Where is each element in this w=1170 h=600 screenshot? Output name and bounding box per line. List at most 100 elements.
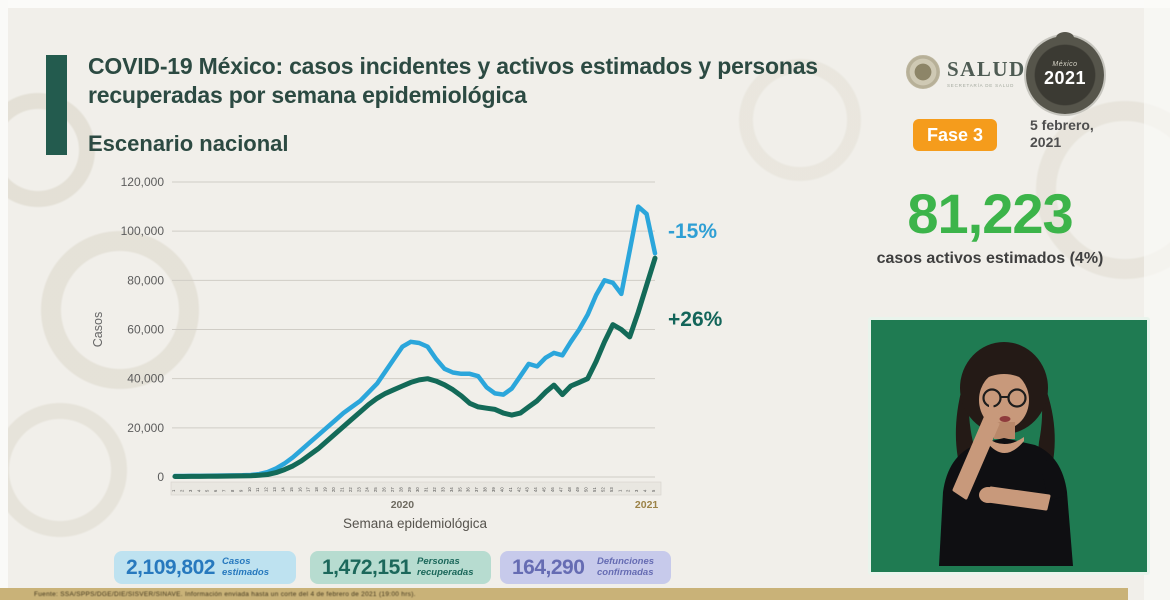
svg-text:60,000: 60,000: [127, 323, 164, 337]
svg-text:10: 10: [247, 487, 252, 492]
date-label: 5 febrero, 2021: [1030, 117, 1094, 151]
date-line1: 5 febrero,: [1030, 117, 1094, 133]
svg-text:0: 0: [157, 470, 164, 484]
svg-text:40,000: 40,000: [127, 372, 164, 386]
svg-text:6: 6: [213, 489, 218, 492]
active-cases-highlight: 81,223 casos activos estimados (4%): [820, 186, 1160, 268]
stat-value: 1,472,151: [322, 555, 411, 579]
svg-text:49: 49: [575, 487, 580, 492]
svg-text:28: 28: [398, 487, 403, 492]
svg-text:25: 25: [373, 487, 378, 492]
svg-text:38: 38: [483, 487, 488, 492]
svg-text:52: 52: [600, 487, 605, 492]
svg-text:24: 24: [365, 487, 370, 492]
title-accent-bar: [46, 55, 67, 155]
svg-text:29: 29: [407, 487, 412, 492]
svg-text:17: 17: [306, 487, 311, 492]
svg-text:40: 40: [499, 487, 504, 492]
svg-text:13: 13: [272, 487, 277, 492]
svg-text:53: 53: [609, 487, 614, 492]
mexico-2021-logo-icon: México 2021: [1026, 32, 1104, 114]
logo-year-text: 2021: [1043, 68, 1087, 88]
svg-text:14: 14: [280, 487, 285, 492]
svg-text:41: 41: [508, 487, 513, 492]
page-subtitle: Escenario nacional: [88, 131, 289, 156]
svg-text:2020: 2020: [391, 499, 415, 511]
svg-text:16: 16: [297, 487, 302, 492]
salud-logo: SALUD SECRETARÍA DE SALUD: [906, 55, 1026, 89]
interpreter-figure: [871, 320, 1141, 566]
svg-text:7: 7: [222, 489, 227, 492]
stat-pill-casos-estimados: 2,109,802 Casos estimados: [114, 551, 296, 584]
svg-text:37: 37: [474, 487, 479, 492]
svg-text:50: 50: [584, 487, 589, 492]
svg-text:30: 30: [415, 487, 420, 492]
svg-text:2021: 2021: [635, 499, 659, 511]
svg-text:1: 1: [617, 489, 622, 492]
svg-text:34: 34: [449, 487, 454, 492]
svg-text:9: 9: [238, 489, 243, 492]
svg-text:18: 18: [314, 487, 319, 492]
stat-label: Personas recuperadas: [417, 556, 474, 578]
svg-text:36: 36: [466, 487, 471, 492]
svg-text:20,000: 20,000: [127, 421, 164, 435]
svg-text:48: 48: [567, 487, 572, 492]
svg-text:5: 5: [205, 489, 210, 492]
svg-text:4: 4: [643, 489, 648, 492]
epidemiological-week-chart: 0 20,000 40,000 60,000 80,000 100,000 120,000 1…: [91, 175, 662, 531]
svg-text:20: 20: [331, 487, 336, 492]
svg-text:2: 2: [626, 489, 631, 492]
salud-logo-text: SALUD: [947, 56, 1026, 81]
svg-text:45: 45: [542, 487, 547, 492]
svg-text:11: 11: [255, 487, 260, 492]
svg-text:12: 12: [264, 487, 269, 492]
salud-logo-subtext: SECRETARÍA DE SALUD: [947, 82, 1015, 88]
svg-text:39: 39: [491, 487, 496, 492]
svg-text:47: 47: [558, 487, 563, 492]
svg-text:Semana epidemiológica: Semana epidemiológica: [343, 516, 488, 531]
svg-text:3: 3: [188, 489, 193, 492]
svg-text:2: 2: [179, 489, 184, 492]
svg-text:26: 26: [382, 487, 387, 492]
svg-text:Casos: Casos: [91, 312, 105, 347]
svg-text:23: 23: [356, 487, 361, 492]
phase-badge: Fase 3: [913, 119, 997, 151]
ouroboros-ring-icon: [1056, 32, 1074, 44]
active-cases-value: 81,223: [907, 182, 1073, 245]
svg-text:15: 15: [289, 487, 294, 492]
svg-text:35: 35: [457, 487, 462, 492]
svg-text:32: 32: [432, 487, 437, 492]
svg-text:120,000: 120,000: [121, 175, 165, 189]
svg-text:44: 44: [533, 487, 538, 492]
stat-label: Casos estimados: [222, 556, 269, 578]
svg-text:51: 51: [592, 487, 597, 492]
svg-text:19: 19: [323, 487, 328, 492]
left-letterbox-band: [0, 0, 8, 600]
footnote-text: Fuente: SSA/SPPS/DGE/DIE/SISVER/SINAVE. …: [34, 590, 416, 598]
svg-text:3: 3: [634, 489, 639, 492]
svg-text:42: 42: [516, 487, 521, 492]
stat-label: Defunciones confirmadas: [597, 556, 655, 578]
top-letterbox-band: [0, 0, 1170, 8]
stat-value: 2,109,802: [126, 555, 215, 579]
svg-text:80,000: 80,000: [127, 273, 164, 287]
svg-text:21: 21: [339, 487, 344, 492]
salud-seal-icon: [906, 55, 940, 89]
svg-text:5: 5: [651, 489, 656, 492]
blue-series-change-annotation: -15%: [668, 220, 718, 243]
logo-mexico-text: México: [1052, 61, 1078, 68]
page-title: COVID-19 México: casos incidentes y acti…: [88, 53, 818, 109]
svg-text:8: 8: [230, 489, 235, 492]
stat-pill-defunciones-confirmadas: 164,290 Defunciones confirmadas: [500, 551, 671, 584]
svg-text:1: 1: [171, 489, 176, 492]
green-series-change-annotation: +26%: [668, 308, 723, 331]
svg-text:46: 46: [550, 487, 555, 492]
svg-text:27: 27: [390, 487, 395, 492]
stat-value: 164,290: [512, 555, 585, 579]
svg-text:33: 33: [440, 487, 445, 492]
footnote-bar: Fuente: SSA/SPPS/DGE/DIE/SISVER/SINAVE. …: [0, 588, 1128, 600]
svg-text:4: 4: [196, 489, 201, 492]
stat-pill-personas-recuperadas: 1,472,151 Personas recuperadas: [310, 551, 491, 584]
svg-text:31: 31: [424, 487, 429, 492]
